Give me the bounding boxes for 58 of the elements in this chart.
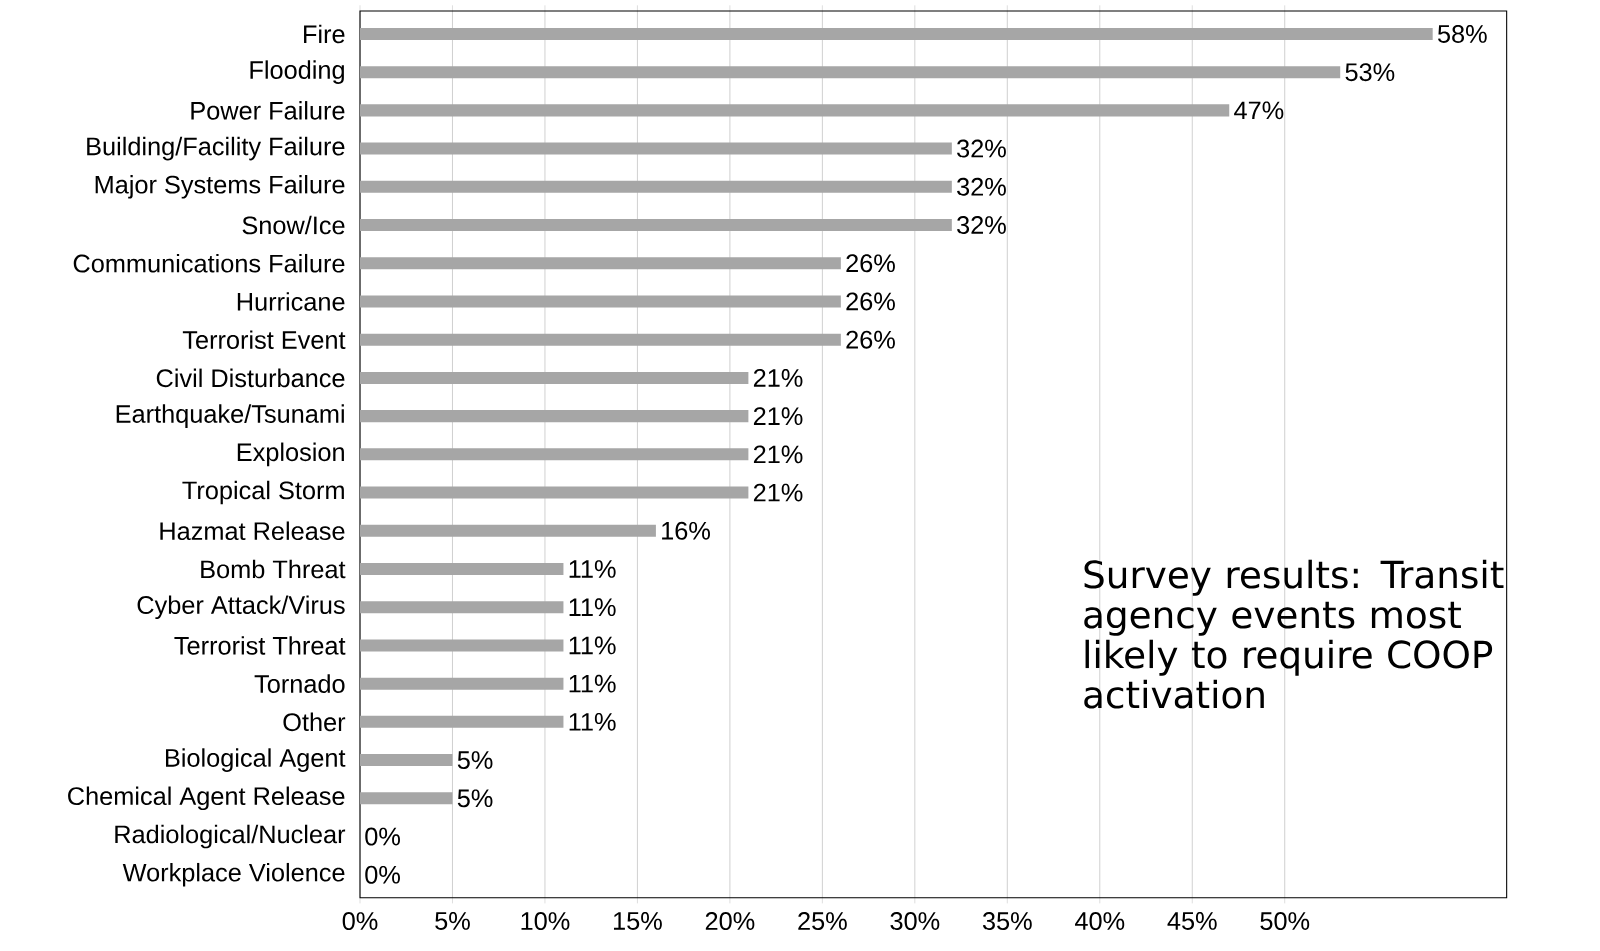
data-label: 11%	[569, 674, 616, 693]
y-tick-label: Hurricane	[237, 292, 345, 311]
data-label: 5%	[457, 751, 493, 770]
x-tick-label: 20%	[705, 912, 755, 931]
y-tick-label: Power Failure	[191, 101, 345, 120]
x-tick-label: 45%	[1167, 912, 1217, 930]
x-tick-label: 50%	[1260, 912, 1310, 931]
y-tick-label: Earthquake/Tsunami	[116, 404, 344, 428]
x-tick-label: 30%	[890, 912, 940, 931]
y-tick-label: Biological Agent	[165, 748, 346, 772]
y-tick-label: Chemical Agent Release	[68, 786, 345, 811]
y-tick-label: Explosion	[237, 442, 344, 467]
data-label: 26%	[846, 292, 895, 311]
data-label: 21%	[753, 368, 803, 387]
data-label: 32%	[957, 139, 1006, 158]
data-label: 0%	[365, 865, 400, 884]
y-tick-label: Other	[283, 712, 346, 732]
y-tick-label: Tornado	[254, 674, 345, 693]
data-label: 26%	[846, 330, 895, 349]
y-tick-label: Communications Failure	[73, 253, 345, 273]
data-label: 11%	[569, 598, 616, 617]
data-label: 11%	[569, 636, 616, 655]
data-label: 11%	[569, 560, 616, 578]
y-tick-label: Major Systems Failure	[95, 175, 345, 199]
x-tick-label: 15%	[613, 912, 662, 930]
y-tick-label: Hazmat Release	[160, 521, 345, 541]
x-tick-label: 5%	[435, 912, 470, 930]
data-label: 21%	[753, 407, 803, 426]
y-tick-label: Building/Facility Failure	[87, 136, 345, 161]
y-tick-label: Civil Disturbance	[156, 368, 345, 388]
y-tick-label: Tropical Storm	[182, 480, 344, 505]
y-tick-label: Terrorist Event	[182, 330, 346, 349]
data-label: 47%	[1234, 101, 1284, 120]
data-label: 0%	[365, 827, 400, 846]
data-label: 21%	[753, 445, 803, 464]
data-label: 21%	[753, 483, 803, 502]
y-tick-label: Bomb Threat	[201, 559, 346, 579]
data-label: 16%	[662, 521, 710, 540]
y-tick-label: Cyber Attack/Virus	[137, 595, 345, 620]
data-label: 32%	[957, 216, 1006, 234]
y-tick-label: Terrorist Threat	[174, 636, 346, 655]
data-label: 5%	[457, 789, 493, 808]
data-label: 11%	[569, 713, 616, 731]
data-label: 53%	[1345, 63, 1395, 82]
data-label: 58%	[1437, 24, 1487, 43]
y-tick-label: Flooding	[250, 60, 344, 84]
data-label: 26%	[846, 254, 895, 273]
x-tick-label: 35%	[982, 912, 1032, 931]
y-tick-label: Radiological/Nuclear	[115, 824, 346, 849]
x-tick-label: 0%	[342, 912, 378, 931]
x-tick-label: 40%	[1075, 912, 1125, 931]
x-tick-label: 25%	[798, 912, 847, 931]
y-tick-label: Workplace Violence	[122, 862, 345, 887]
y-tick-label: Fire	[304, 24, 345, 44]
annotation: Survey results: Transit agency events most likely to require COOP activation	[1084, 559, 1504, 709]
x-tick-label: 10%	[521, 912, 570, 931]
data-label: 32%	[957, 177, 1006, 196]
y-tick-label: Snow/Ice	[242, 215, 345, 235]
